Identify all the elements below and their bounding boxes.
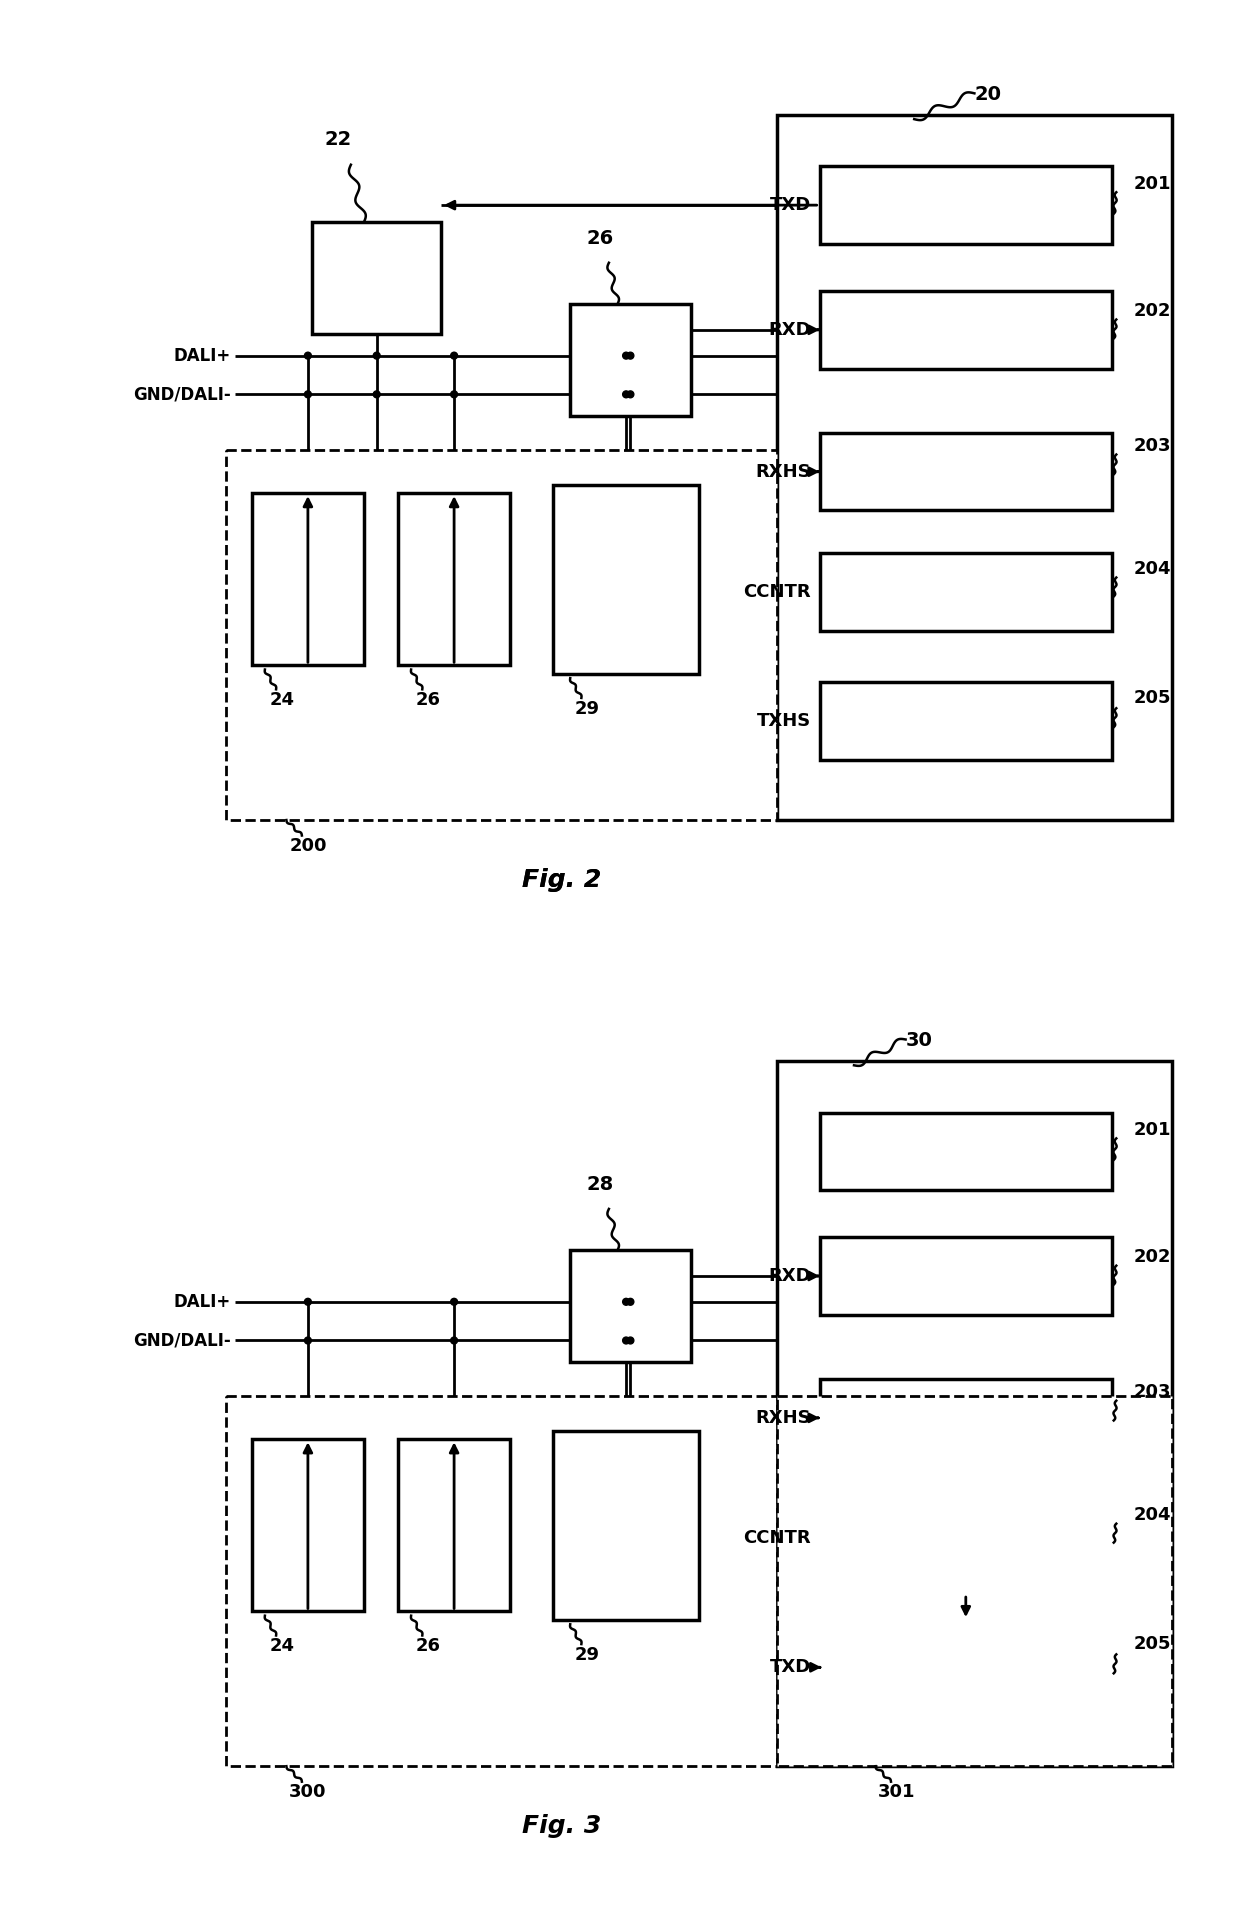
Circle shape bbox=[373, 352, 381, 359]
Text: 205: 205 bbox=[1133, 1635, 1171, 1654]
Circle shape bbox=[627, 352, 634, 359]
Bar bbox=[252, 493, 363, 665]
Circle shape bbox=[450, 390, 458, 398]
Text: 202: 202 bbox=[1133, 1249, 1171, 1266]
Text: 204: 204 bbox=[1133, 560, 1171, 577]
Circle shape bbox=[305, 352, 311, 359]
Circle shape bbox=[627, 1298, 634, 1306]
Text: RXHS: RXHS bbox=[755, 463, 811, 480]
Bar bbox=[820, 1113, 1112, 1189]
Circle shape bbox=[305, 1298, 311, 1306]
Circle shape bbox=[373, 390, 381, 398]
Text: 20: 20 bbox=[975, 84, 1002, 103]
Text: 203: 203 bbox=[1133, 1382, 1171, 1401]
Bar bbox=[820, 683, 1112, 759]
Text: Fig. 2: Fig. 2 bbox=[522, 868, 601, 893]
Circle shape bbox=[450, 352, 458, 359]
Text: DALI+: DALI+ bbox=[174, 1293, 231, 1312]
Circle shape bbox=[622, 352, 630, 359]
Circle shape bbox=[305, 1336, 311, 1344]
Bar bbox=[820, 1499, 1112, 1577]
Text: RXD: RXD bbox=[769, 1268, 811, 1285]
Text: 24: 24 bbox=[269, 1637, 295, 1656]
Text: 201: 201 bbox=[1133, 174, 1171, 193]
Bar bbox=[312, 222, 441, 335]
Text: Fig. 2: Fig. 2 bbox=[522, 868, 601, 893]
Bar bbox=[820, 1629, 1112, 1706]
Bar bbox=[553, 484, 699, 673]
Text: RXHS: RXHS bbox=[755, 1409, 811, 1426]
Bar bbox=[570, 1250, 691, 1361]
Circle shape bbox=[450, 1336, 458, 1344]
Bar bbox=[820, 291, 1112, 369]
Text: 300: 300 bbox=[289, 1784, 326, 1801]
Circle shape bbox=[622, 1298, 630, 1306]
Bar bbox=[776, 1396, 1172, 1767]
Circle shape bbox=[627, 390, 634, 398]
Bar bbox=[570, 304, 691, 415]
Text: CCNTR: CCNTR bbox=[743, 583, 811, 600]
Text: 202: 202 bbox=[1133, 302, 1171, 319]
Bar bbox=[252, 1440, 363, 1612]
Circle shape bbox=[450, 1298, 458, 1306]
Text: 203: 203 bbox=[1133, 438, 1171, 455]
Text: CCNTR: CCNTR bbox=[743, 1530, 811, 1547]
Text: 26: 26 bbox=[587, 229, 614, 249]
Circle shape bbox=[622, 1336, 630, 1344]
Text: 205: 205 bbox=[1133, 688, 1171, 707]
Text: 24: 24 bbox=[269, 690, 295, 709]
Text: 201: 201 bbox=[1133, 1120, 1171, 1140]
Bar bbox=[553, 1430, 699, 1619]
Bar bbox=[820, 1379, 1112, 1457]
Text: GND/DALI-: GND/DALI- bbox=[133, 1331, 231, 1350]
Bar bbox=[776, 115, 1172, 820]
Text: 26: 26 bbox=[415, 690, 440, 709]
Text: 200: 200 bbox=[289, 837, 326, 855]
Bar bbox=[776, 1061, 1172, 1767]
Bar bbox=[820, 166, 1112, 245]
Text: 29: 29 bbox=[575, 1646, 600, 1663]
Bar bbox=[398, 1440, 510, 1612]
Text: GND/DALI-: GND/DALI- bbox=[133, 386, 231, 403]
Text: TXD: TXD bbox=[770, 197, 811, 214]
Text: DALI+: DALI+ bbox=[174, 346, 231, 365]
Text: Fig. 3: Fig. 3 bbox=[522, 1814, 601, 1839]
Circle shape bbox=[622, 390, 630, 398]
Text: 22: 22 bbox=[325, 130, 352, 149]
Bar bbox=[226, 449, 776, 820]
Text: 30: 30 bbox=[905, 1031, 932, 1050]
Bar bbox=[820, 1237, 1112, 1315]
Text: TXD: TXD bbox=[770, 1658, 811, 1677]
Text: TXHS: TXHS bbox=[756, 711, 811, 730]
Circle shape bbox=[627, 1336, 634, 1344]
Text: RXD: RXD bbox=[769, 321, 811, 338]
Text: 204: 204 bbox=[1133, 1507, 1171, 1524]
Bar bbox=[226, 1396, 776, 1767]
Bar bbox=[820, 432, 1112, 511]
Bar bbox=[820, 553, 1112, 631]
Circle shape bbox=[305, 390, 311, 398]
Bar bbox=[398, 493, 510, 665]
Text: 28: 28 bbox=[587, 1176, 614, 1195]
Text: 26: 26 bbox=[415, 1637, 440, 1656]
Text: 29: 29 bbox=[575, 700, 600, 717]
Text: 301: 301 bbox=[878, 1784, 916, 1801]
